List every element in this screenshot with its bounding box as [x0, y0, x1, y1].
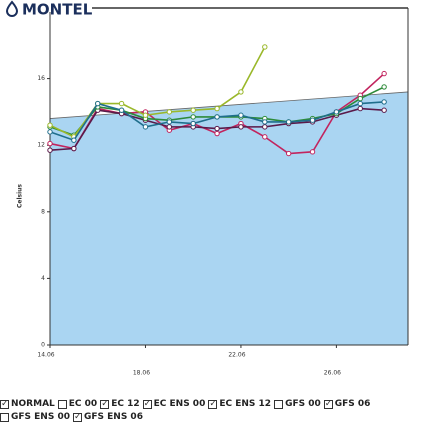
point — [214, 114, 220, 120]
y-tick-label: 8 — [41, 208, 45, 215]
normal-line — [49, 91, 409, 119]
legend-label: EC 00 — [68, 399, 98, 409]
x-tick-label: 26.06 — [324, 370, 341, 377]
legend-item[interactable]: ✓ NORMAL — [0, 399, 55, 409]
point — [238, 124, 244, 130]
legend-item[interactable]: ✓ EC ENS 12 — [208, 399, 271, 409]
point — [238, 89, 244, 95]
legend-item[interactable]: ✓ EC 12 — [100, 398, 140, 409]
point — [262, 134, 268, 140]
chart: MONTEL Celsius 0 4 8 12 16 14.06 18.06 22.06 26.… — [5, 0, 409, 377]
normal-area — [50, 91, 408, 345]
legend-item[interactable]: ✓ GFS 06 — [323, 398, 371, 409]
point — [262, 44, 268, 50]
point — [71, 145, 77, 152]
checkbox[interactable]: ✓ — [208, 398, 218, 409]
point — [381, 84, 387, 90]
legend-item[interactable]: ✓ EC ENS 00 — [142, 398, 206, 409]
point — [214, 105, 220, 112]
point — [238, 112, 244, 118]
legend-item[interactable]: GFS ENS 00 — [0, 412, 70, 422]
legend-label: EC 12 — [111, 399, 140, 409]
point — [381, 107, 387, 113]
point — [190, 114, 196, 120]
legend: ✓ NORMAL EC 00 ✓ EC 12 ✓ EC ENS 00 ✓ EC ENS 12 GF… — [0, 399, 423, 422]
checkbox[interactable] — [0, 412, 9, 422]
point — [381, 99, 387, 105]
checkbox[interactable]: ✓ — [100, 398, 110, 409]
point — [357, 105, 363, 112]
x-tick-label: 14.06 — [37, 352, 54, 359]
point — [309, 117, 316, 123]
legend-item[interactable]: EC 00 — [57, 399, 98, 409]
checkbox[interactable] — [274, 399, 284, 409]
logo: MONTEL — [22, 1, 93, 19]
series-line — [49, 46, 266, 138]
point — [262, 124, 268, 130]
legend-label: GFS 06 — [334, 399, 371, 409]
legend-item[interactable]: GFS 00 — [274, 399, 321, 409]
x-tick-label: 22.06 — [228, 352, 245, 359]
y-tick-label: 0 — [41, 342, 45, 349]
point — [285, 150, 292, 157]
checkbox[interactable]: ✓ — [72, 411, 82, 422]
point — [285, 119, 292, 125]
legend-label: GFS ENS 00 — [11, 412, 70, 422]
point — [47, 129, 53, 135]
point — [262, 119, 268, 125]
checkbox[interactable]: ✓ — [0, 398, 9, 409]
point — [118, 100, 125, 107]
point — [214, 125, 220, 132]
y-tick-label: 4 — [41, 275, 45, 282]
y-tick-label: 16 — [37, 75, 45, 82]
legend-label: GFS 00 — [285, 399, 321, 409]
point — [142, 112, 149, 118]
point — [166, 119, 173, 125]
point — [357, 100, 363, 107]
point — [357, 95, 363, 102]
legend-label: EC ENS 00 — [153, 399, 206, 409]
point — [333, 109, 340, 115]
checkbox[interactable] — [57, 399, 67, 409]
checkbox[interactable]: ✓ — [323, 398, 333, 409]
point — [118, 107, 125, 113]
y-tick-label: 12 — [37, 142, 45, 149]
point — [381, 70, 387, 77]
point — [166, 109, 173, 115]
y-axis-label: Celsius — [17, 184, 24, 208]
point — [190, 120, 196, 127]
point — [309, 149, 316, 155]
legend-item[interactable]: ✓ GFS ENS 06 — [72, 411, 143, 422]
point — [71, 137, 77, 143]
legend-label: NORMAL — [11, 399, 55, 409]
legend-label: GFS ENS 06 — [83, 412, 143, 422]
legend-label: EC ENS 12 — [219, 399, 272, 409]
x-tick-label: 18.06 — [133, 370, 150, 377]
logo-icon — [5, 0, 19, 17]
point — [190, 107, 196, 113]
point — [214, 130, 220, 137]
point — [166, 124, 173, 130]
point — [47, 122, 53, 128]
checkbox[interactable]: ✓ — [142, 398, 152, 409]
point — [142, 124, 149, 130]
point — [47, 140, 53, 147]
point — [47, 147, 53, 153]
point — [95, 100, 101, 107]
